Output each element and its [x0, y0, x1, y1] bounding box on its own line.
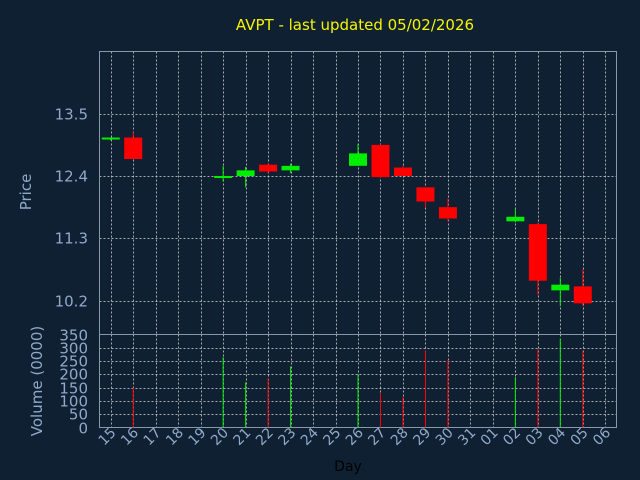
candle — [259, 163, 278, 174]
x-tick-label: 23 — [275, 425, 299, 449]
candle — [506, 208, 525, 223]
candle — [551, 277, 570, 307]
candle — [236, 166, 255, 188]
candle — [281, 163, 300, 174]
x-tick-label: 20 — [208, 425, 232, 449]
volume-tick-label: 50 — [69, 406, 88, 424]
candle-body-up — [506, 216, 525, 222]
volume-axis-label: Volume (0000) — [28, 326, 46, 436]
price-axis-label: Price — [17, 174, 35, 211]
price-tick-label: 11.3 — [55, 230, 88, 248]
x-tick-label: 27 — [365, 425, 389, 449]
candle-body-down — [371, 144, 390, 178]
candle-body-down — [416, 187, 435, 202]
x-tick-label: 25 — [320, 425, 344, 449]
volume-tick-label: 150 — [59, 380, 88, 398]
x-tick-label: 30 — [433, 425, 457, 449]
candle — [214, 165, 233, 182]
candle-body-up — [281, 165, 300, 171]
x-tick-labels: 1516171819202122232425262728293031010203… — [96, 425, 614, 449]
x-tick-label: 05 — [568, 425, 592, 449]
candle-body-down — [438, 207, 457, 219]
x-tick-label: 22 — [253, 425, 277, 449]
x-tick-label: 18 — [163, 425, 187, 449]
volume-tick-label: 0 — [78, 420, 88, 438]
candle — [416, 187, 435, 208]
candle — [349, 143, 367, 166]
chart-title: AVPT - last updated 05/02/2026 — [236, 16, 474, 34]
x-tick-label: 19 — [186, 425, 210, 449]
x-tick-label: 03 — [523, 425, 547, 449]
candle-body-down — [259, 164, 278, 172]
price-tick-label: 13.5 — [55, 106, 88, 124]
candle — [393, 165, 412, 177]
price-tick-label: 10.2 — [55, 293, 88, 311]
price-tick-label: 12.4 — [55, 168, 88, 186]
volume-tick-label: 350 — [59, 327, 88, 345]
x-tick-label: 02 — [500, 425, 524, 449]
x-tick-label: 28 — [388, 425, 412, 449]
candle — [573, 269, 592, 307]
candle-body-down — [528, 224, 547, 281]
x-tick-label: 31 — [455, 425, 479, 449]
candle-body-up — [551, 284, 570, 291]
x-tick-label: 24 — [298, 425, 322, 449]
candles — [101, 131, 592, 307]
candle — [528, 222, 547, 295]
volume-tick-label: 250 — [59, 353, 88, 371]
x-tick-label: 26 — [343, 425, 367, 449]
x-tick-label: 16 — [118, 425, 142, 449]
x-tick-label: 29 — [410, 425, 434, 449]
candle-body-up — [214, 176, 233, 179]
candle-body-down — [573, 286, 592, 304]
x-tick-label: 21 — [231, 425, 255, 449]
candle-body-up — [236, 170, 255, 177]
candle-body-down — [124, 137, 143, 160]
candle — [371, 144, 390, 178]
volume-bars — [132, 338, 584, 428]
x-tick-label: 01 — [478, 425, 502, 449]
candle — [124, 131, 143, 160]
candle — [101, 137, 120, 141]
x-tick-label: 06 — [590, 425, 614, 449]
x-tick-label: 15 — [96, 425, 120, 449]
candle-body-up — [101, 137, 120, 140]
x-tick-label: 04 — [545, 425, 569, 449]
candle-body-down — [393, 167, 412, 177]
price-grid — [99, 51, 617, 335]
candle — [438, 198, 457, 222]
candle-body-up — [349, 153, 367, 166]
x-tick-label: 17 — [141, 425, 165, 449]
x-axis-label: Day — [334, 459, 362, 475]
volume-tick-label: 100 — [59, 393, 88, 411]
price-tick-labels: 13.5 12.4 11.3 10.2 — [55, 106, 88, 311]
volume-tick-label: 200 — [59, 366, 88, 384]
volume-tick-label: 300 — [59, 340, 88, 358]
